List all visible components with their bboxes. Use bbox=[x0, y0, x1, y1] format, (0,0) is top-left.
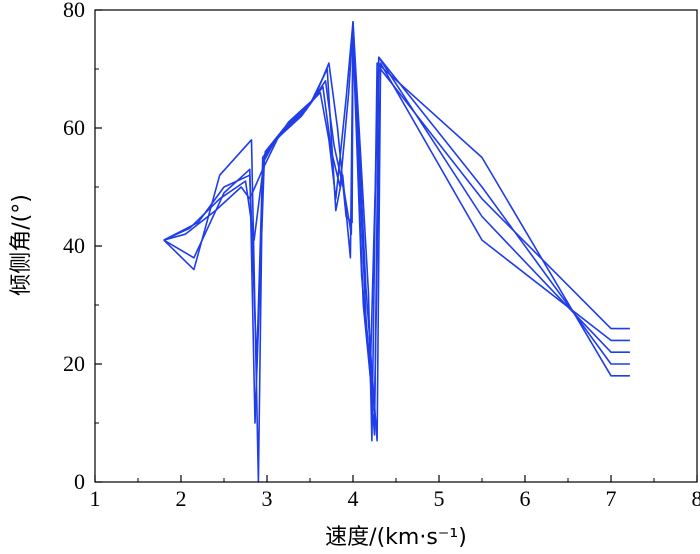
x-tick-label: 1 bbox=[90, 486, 101, 511]
y-axis-label: 倾侧角/(°) bbox=[9, 194, 34, 296]
series-line-1 bbox=[163, 21, 630, 483]
series-lines bbox=[163, 21, 630, 483]
y-tick-label: 0 bbox=[74, 469, 85, 494]
axis-ticks bbox=[94, 9, 698, 483]
series-line-5 bbox=[163, 21, 630, 442]
y-tick-label: 60 bbox=[63, 115, 85, 140]
x-tick-label: 7 bbox=[606, 486, 617, 511]
y-tick-label: 20 bbox=[63, 351, 85, 376]
x-tick-label: 4 bbox=[348, 486, 359, 511]
series-line-4 bbox=[163, 38, 630, 412]
series-line-3 bbox=[163, 32, 630, 377]
y-tick-label: 80 bbox=[63, 0, 85, 22]
x-tick-label: 6 bbox=[520, 486, 531, 511]
y-tick-label: 40 bbox=[63, 233, 85, 258]
x-tick-label: 5 bbox=[434, 486, 445, 511]
x-tick-label: 3 bbox=[262, 486, 273, 511]
x-tick-label: 2 bbox=[176, 486, 187, 511]
x-axis-label: 速度/(km·s⁻¹) bbox=[325, 525, 467, 550]
x-tick-label: 8 bbox=[692, 486, 700, 511]
